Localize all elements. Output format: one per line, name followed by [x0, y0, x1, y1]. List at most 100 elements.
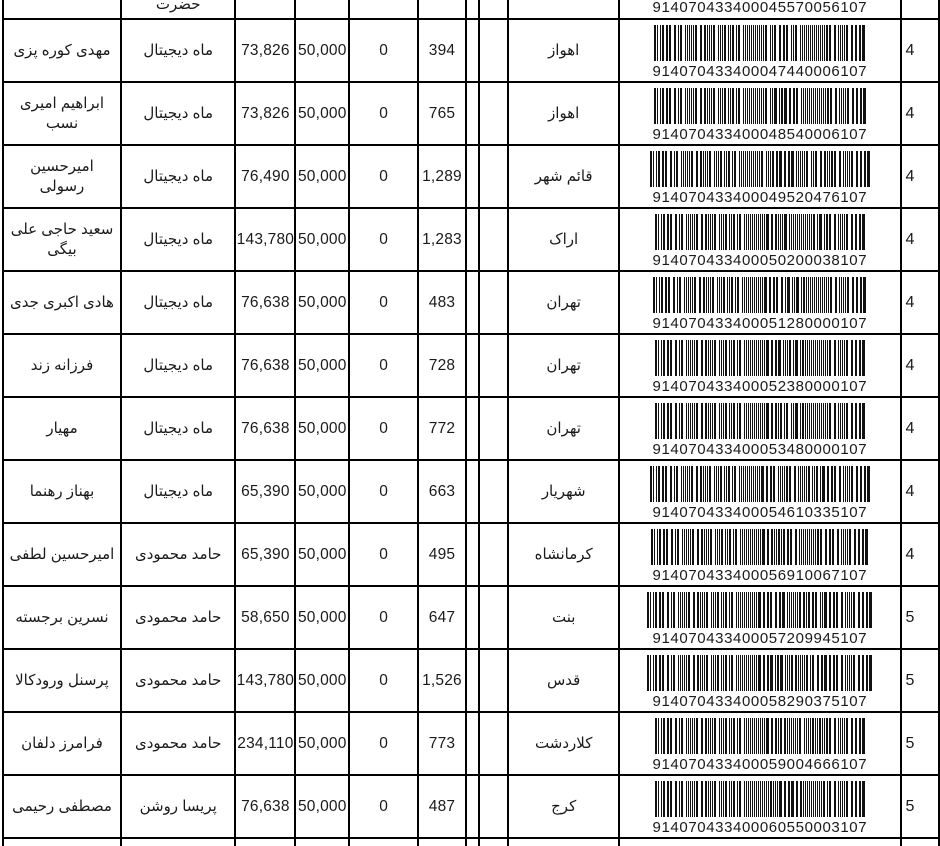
recipient-name-cell: مهدی کوره پزی	[2, 18, 122, 83]
row-number-cell: 5	[899, 711, 940, 776]
seller-name-cell: ماه دیجیتال	[119, 18, 237, 83]
amount-cell: 58,650	[234, 585, 297, 650]
amount-cell: 143,780	[234, 207, 297, 272]
barcode-number-text: 914070433400057209945107	[652, 629, 868, 647]
barcode-image	[654, 339, 865, 376]
fee-text: 50,000	[297, 230, 347, 248]
narrow-cell-b	[478, 270, 510, 335]
returned-text: 0	[379, 41, 389, 59]
seller-name-text: ماه دیجیتال	[143, 104, 214, 122]
row-number-fragment-text: 4	[905, 104, 915, 122]
amount-text: 143,780	[236, 671, 295, 689]
amount-text: 76,490	[241, 167, 290, 185]
row-number-fragment-text: 4	[905, 230, 915, 248]
recipient-name-cell: هادی اکبری جدی	[2, 270, 122, 335]
narrow-cell-a	[464, 207, 481, 272]
recipient-name-text: مهدی کوره پزی	[13, 41, 111, 59]
fee-text: 50,000	[297, 797, 347, 815]
table-row: فرامرز دلفان حامد محمودی 234,110 50,000 …	[2, 711, 940, 776]
returned-text: 0	[379, 734, 389, 752]
table-row-partial-top: حضرت 914070433400045570056107	[2, 0, 940, 20]
city-text: تهران	[546, 356, 581, 374]
fee-text: 50,000	[297, 41, 347, 59]
city-text: کرج	[551, 797, 577, 815]
barcode-cell: 914070433400052380000107	[618, 333, 902, 398]
city-text: بنت	[551, 608, 576, 626]
city-cell: شهریار	[507, 459, 621, 524]
table-row: مهیار ماه دیجیتال 76,638 50,000 0 772 ته…	[2, 396, 940, 461]
narrow-cell-b	[478, 774, 510, 839]
seller-name-cell: ماه دیجیتال	[119, 396, 237, 461]
city-text: کلاردشت	[535, 734, 593, 752]
fee-cell: 50,000	[294, 207, 351, 272]
recipient-name-cell: سعید حاجی علی بیگی	[2, 207, 122, 272]
barcode-number-text: 914070433400058290375107	[652, 692, 868, 710]
fee-cell: 50,000	[294, 81, 351, 146]
amount-text: 76,638	[241, 419, 290, 437]
fee-text: 50,000	[297, 104, 347, 122]
seller-fragment-text: حضرت	[155, 0, 201, 13]
count-cell: 773	[417, 711, 467, 776]
count-cell: 1,283	[417, 207, 467, 272]
row-number-fragment-text: 5	[905, 671, 915, 689]
fee-text: 50,000	[297, 167, 347, 185]
returned-cell: 0	[348, 333, 420, 398]
city-cell: قدس	[507, 648, 621, 713]
city-cell: تهران	[507, 333, 621, 398]
seller-name-text: حامد محمودی	[134, 608, 222, 626]
fee-cell: 50,000	[294, 648, 351, 713]
city-cell-empty	[507, 837, 621, 846]
narrow-cell-b	[478, 522, 510, 587]
row-number-cell: 5	[899, 774, 940, 839]
name-cell-empty	[2, 837, 122, 846]
row-number-fragment-text: 4	[905, 419, 915, 437]
fee-text: 50,000	[297, 671, 347, 689]
amount-text: 76,638	[241, 797, 290, 815]
barcode-number-text: 914070433400059004666107	[652, 755, 868, 773]
count-text: 495	[428, 545, 456, 563]
row-number-cell: 4	[899, 459, 940, 524]
returned-cell: 0	[348, 207, 420, 272]
seller-name-cell: ماه دیجیتال	[119, 81, 237, 146]
amount-text: 234,110	[237, 734, 294, 752]
narrow-cell-a	[464, 144, 481, 209]
name-cell-empty	[2, 0, 122, 20]
returned-cell: 0	[348, 585, 420, 650]
city-text: تهران	[546, 419, 581, 437]
seller-name-cell: ماه دیجیتال	[119, 270, 237, 335]
narrow-cell-a	[464, 711, 481, 776]
returned-cell: 0	[348, 18, 420, 83]
row-number-cell: 4	[899, 207, 940, 272]
narrow-cell-b	[478, 18, 510, 83]
row-number-fragment-text: 4	[905, 293, 915, 311]
row-number-cell: 4	[899, 396, 940, 461]
returned-text: 0	[379, 419, 389, 437]
recipient-name-cell: فرامرز دلفان	[2, 711, 122, 776]
narrow-cell-b	[478, 144, 510, 209]
recipient-name-text: امیرحسین رسولی	[30, 158, 94, 195]
barcode-cell: 914070433400051280000107	[618, 270, 902, 335]
recipient-name-text: نسرین برجسته	[15, 608, 109, 626]
seller-name-text: ماه دیجیتال	[143, 41, 214, 59]
recipient-name-cell: مهیار	[2, 396, 122, 461]
row-number-fragment-text: 4	[905, 482, 915, 500]
city-cell: اهواز	[507, 81, 621, 146]
fee-cell: 50,000	[294, 459, 351, 524]
table-row: مصطفی رحیمی پریسا روشن 76,638 50,000 0 4…	[2, 774, 940, 839]
amount-cell: 65,390	[234, 522, 297, 587]
fee-text: 50,000	[297, 734, 347, 752]
barcode-cell: 914070433400060550003107	[618, 774, 902, 839]
table-row: امیرحسین رسولی ماه دیجیتال 76,490 50,000…	[2, 144, 940, 209]
narrow-cell-a	[464, 333, 481, 398]
returned-cell-empty	[348, 0, 420, 20]
amount-cell-empty	[234, 837, 297, 846]
row-number-fragment-text: 4	[905, 356, 915, 374]
returned-cell: 0	[348, 522, 420, 587]
barcode-number-text: 914070433400050200038107	[652, 251, 868, 269]
row-number-cell: 4	[899, 333, 940, 398]
row-number-cell: 5	[899, 648, 940, 713]
barcode-cell: 914070433400058290375107	[618, 648, 902, 713]
returned-cell-empty	[348, 837, 420, 846]
seller-name-cell: ماه دیجیتال	[119, 459, 237, 524]
row-number-cell: 4	[899, 81, 940, 146]
